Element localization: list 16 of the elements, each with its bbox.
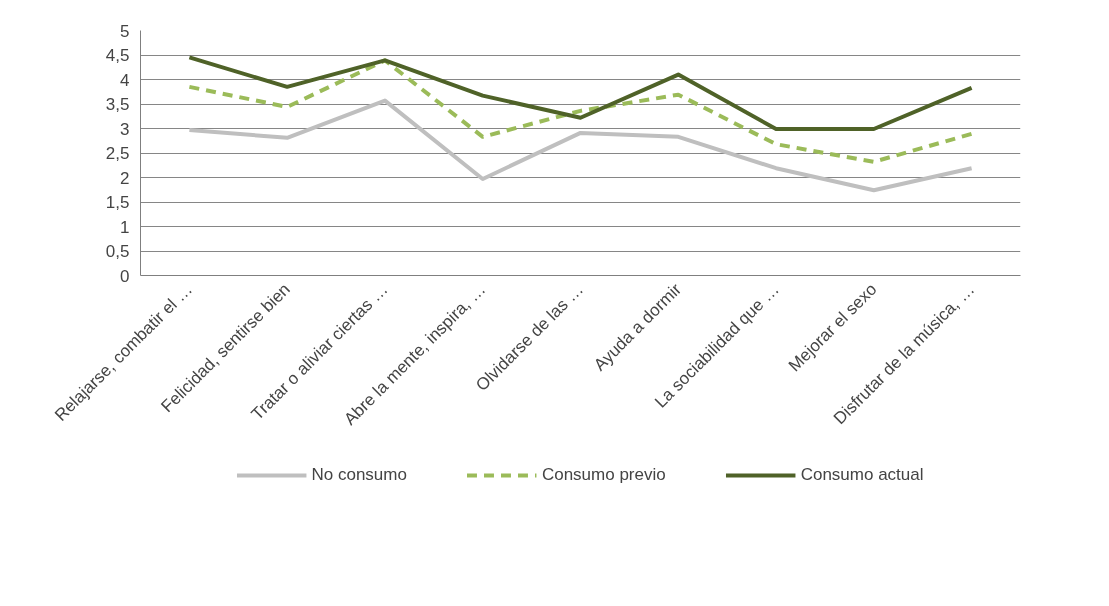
legend-label: Consumo actual [800,465,924,485]
y-tick-label: 4,5 [105,46,130,65]
y-tick-label: 3,5 [105,95,130,114]
y-tick-label: 0,5 [105,242,130,261]
y-tick-label: 1,5 [105,193,130,212]
line-series [187,98,974,193]
y-tick-label: 1 [120,217,130,237]
y-tick-label: 5 [120,21,130,41]
legend-label: No consumo [311,465,407,485]
legend-label: Consumo previo [541,465,666,485]
y-tick-label: 0 [120,266,130,286]
y-tick-label: 2,5 [105,144,130,163]
y-tick-label: 2 [120,168,130,188]
line-series [187,55,974,131]
y-tick-label: 4 [120,70,130,90]
y-tick-label: 3 [120,119,130,139]
